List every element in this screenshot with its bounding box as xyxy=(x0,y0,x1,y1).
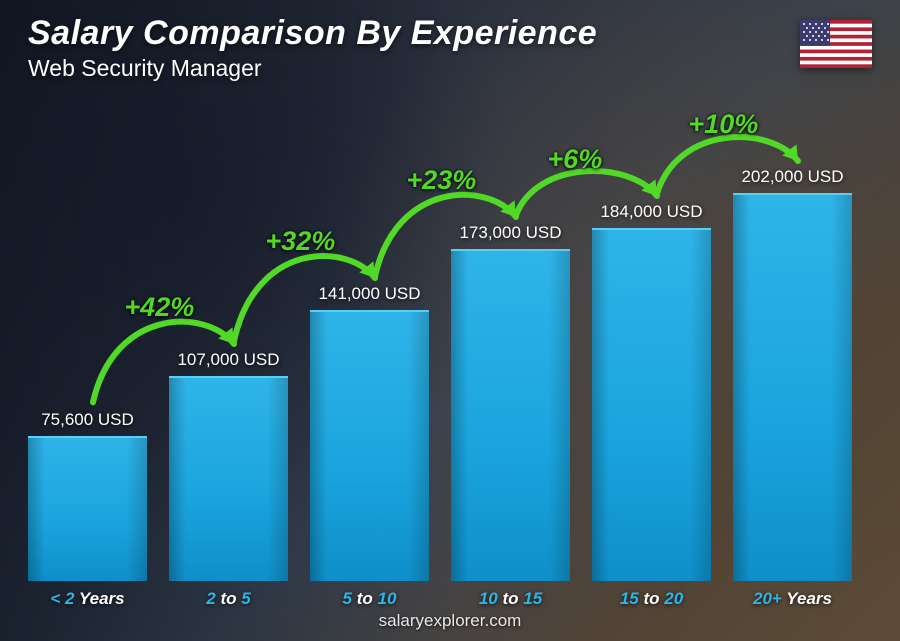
bar xyxy=(310,310,429,581)
bar xyxy=(733,193,852,581)
country-flag-icon xyxy=(800,20,872,68)
bar-value-label: 173,000 USD xyxy=(459,223,561,243)
bar-value-label: 75,600 USD xyxy=(41,410,134,430)
bar-column: 75,600 USD< 2 Years xyxy=(28,101,147,581)
x-axis-label: 2 to 5 xyxy=(206,589,250,609)
bar-column: 141,000 USD5 to 10 xyxy=(310,101,429,581)
bar xyxy=(169,376,288,581)
x-axis-label: 15 to 20 xyxy=(620,589,683,609)
bar-column: 202,000 USD20+ Years xyxy=(733,101,852,581)
bar-column: 107,000 USD2 to 5 xyxy=(169,101,288,581)
header: Salary Comparison By Experience Web Secu… xyxy=(28,14,872,82)
salary-bar-chart: 75,600 USD< 2 Years107,000 USD2 to 5141,… xyxy=(28,101,852,581)
bar xyxy=(451,249,570,581)
bar-value-label: 202,000 USD xyxy=(741,167,843,187)
bar xyxy=(28,436,147,581)
bar-value-label: 141,000 USD xyxy=(318,284,420,304)
bar-value-label: 107,000 USD xyxy=(177,350,279,370)
chart-subtitle: Web Security Manager xyxy=(28,55,872,82)
bar-column: 173,000 USD10 to 15 xyxy=(451,101,570,581)
bar-column: 184,000 USD15 to 20 xyxy=(592,101,711,581)
bar-value-label: 184,000 USD xyxy=(600,202,702,222)
footer-attribution: salaryexplorer.com xyxy=(0,611,900,631)
x-axis-label: 10 to 15 xyxy=(479,589,542,609)
x-axis-label: < 2 Years xyxy=(50,589,124,609)
bar xyxy=(592,228,711,581)
chart-title: Salary Comparison By Experience xyxy=(28,14,872,53)
x-axis-label: 5 to 10 xyxy=(343,589,397,609)
x-axis-label: 20+ Years xyxy=(753,589,832,609)
